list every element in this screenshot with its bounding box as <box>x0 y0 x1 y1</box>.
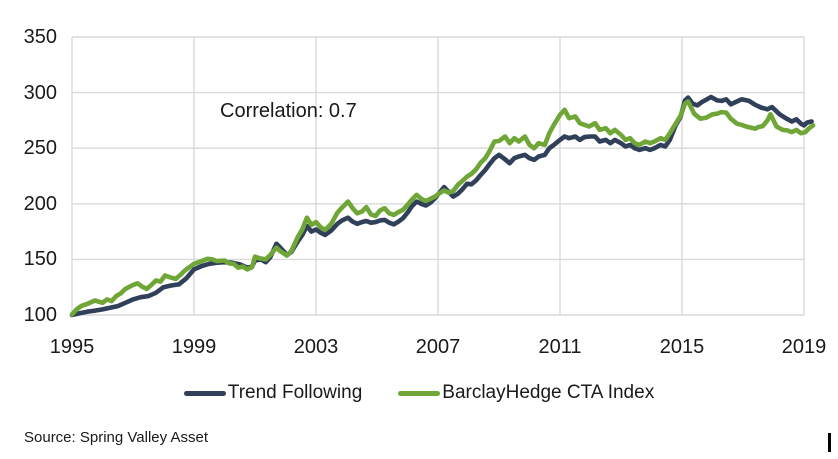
y-tick-label: 100 <box>23 304 57 326</box>
y-tick-label: 350 <box>23 26 57 48</box>
x-tick-label: 2003 <box>293 336 339 358</box>
legend: Trend Following BarclayHedge CTA Index <box>0 382 838 404</box>
source-note: Source: Spring Valley Asset <box>24 429 208 446</box>
barclayhedge-line-swatch <box>398 390 441 396</box>
x-tick-label: 2019 <box>781 336 827 358</box>
trend-following-line-swatch <box>183 390 226 396</box>
correlation-annotation: Correlation: 0.7 <box>220 100 357 122</box>
caret-bar <box>828 433 831 452</box>
x-tick-label: 1995 <box>49 336 95 358</box>
x-tick-label: 2015 <box>659 336 705 358</box>
legend-label-trend-following: Trend Following <box>227 382 363 403</box>
legend-label-barclayhedge: BarclayHedge CTA Index <box>442 382 655 403</box>
x-tick-label: 2011 <box>538 336 582 358</box>
x-tick-label: 2007 <box>415 336 461 358</box>
legend-item-barclayhedge: BarclayHedge CTA Index <box>398 382 654 404</box>
y-tick-label: 150 <box>23 248 57 271</box>
y-tick-label: 200 <box>23 192 57 215</box>
series-line-1 <box>69 99 816 317</box>
y-tick-label: 250 <box>23 137 57 160</box>
x-tick-label: 1999 <box>171 336 217 358</box>
y-tick-label: 300 <box>23 81 57 104</box>
series-line-0 <box>69 94 814 318</box>
legend-item-trend-following: Trend Following <box>183 382 363 404</box>
